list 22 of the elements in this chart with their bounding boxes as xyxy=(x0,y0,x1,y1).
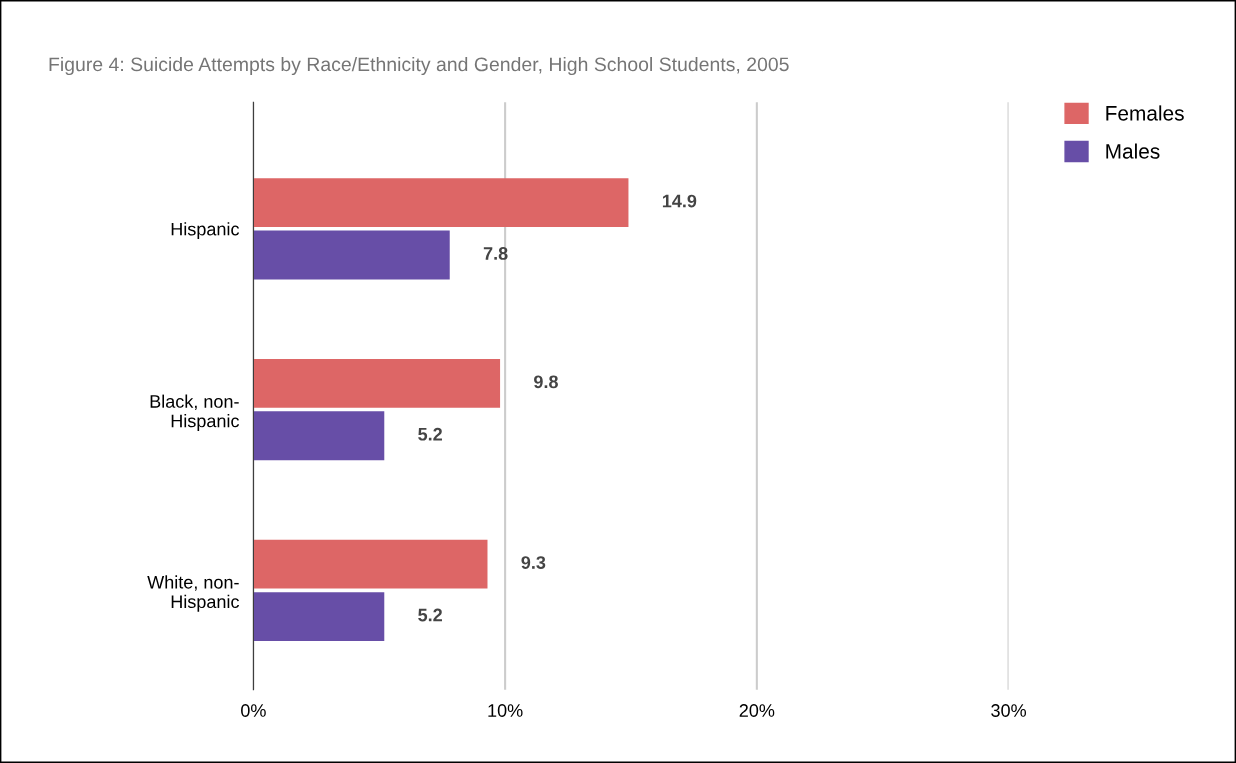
data-label: 14.9 xyxy=(662,194,697,208)
bar xyxy=(253,539,488,589)
bar xyxy=(253,411,385,461)
legend-label: Females xyxy=(1106,105,1184,121)
data-label: 9.8 xyxy=(534,375,558,389)
x-tick-label: 30% xyxy=(991,704,1026,717)
x-tick-label: 10% xyxy=(488,704,523,717)
y-tick-label: Hispanic xyxy=(171,222,240,240)
bar xyxy=(253,358,501,408)
x-tick-label: 20% xyxy=(739,704,775,717)
y-tick-label: White, non-Hispanic xyxy=(147,575,240,612)
data-label: 7.8 xyxy=(483,247,508,260)
y-tick-label: Black, non-Hispanic xyxy=(150,394,240,431)
data-label: 5.2 xyxy=(418,427,442,441)
data-label: 5.2 xyxy=(418,608,442,622)
bar xyxy=(253,178,629,227)
bar xyxy=(253,592,385,641)
legend-label: Males xyxy=(1106,143,1160,159)
bar xyxy=(253,230,450,280)
data-label: 9.3 xyxy=(521,556,546,569)
chart-title: Figure 4: Suicide Attempts by Race/Ethnicity and Gender, High School Students, 2005 xyxy=(49,56,789,76)
x-tick-label: 0% xyxy=(241,704,266,717)
